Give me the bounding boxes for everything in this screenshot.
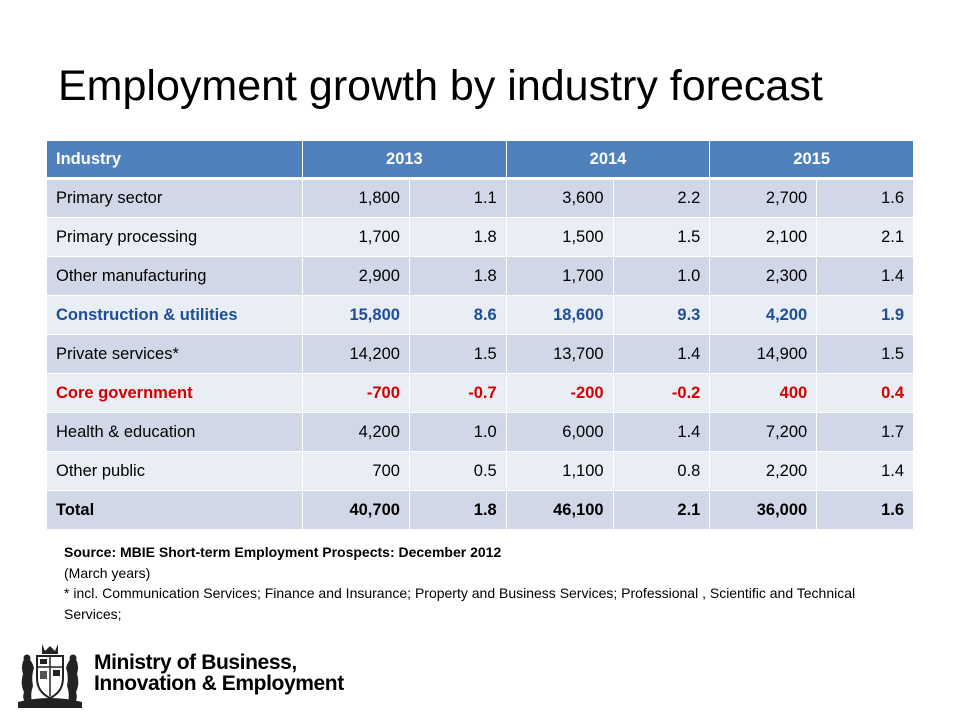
pct-2015-cell: 2.1 xyxy=(816,217,914,257)
pct-2014-cell: 1.4 xyxy=(612,412,711,452)
count-2014-cell: 46,100 xyxy=(505,490,614,530)
header-2014: 2014 xyxy=(505,140,711,180)
table-row: Other manufacturing 2,900 1.8 1,700 1.0 … xyxy=(45,256,914,296)
pct-2015-cell: 1.9 xyxy=(816,295,914,335)
pct-2015-cell: 1.4 xyxy=(816,451,914,491)
industry-cell: Private services* xyxy=(45,334,304,374)
count-2015-cell: 2,200 xyxy=(709,451,818,491)
table-row-highlighted: Core government -700 -0.7 -200 -0.2 400 … xyxy=(45,373,914,413)
count-2013-cell: 1,800 xyxy=(302,178,410,218)
count-2013-cell: 2,900 xyxy=(302,256,410,296)
industry-cell: Health & education xyxy=(45,412,304,452)
industry-cell: Other public xyxy=(45,451,304,491)
footnote: * incl. Communication Services; Finance … xyxy=(64,585,856,622)
pct-2014-cell: 1.4 xyxy=(612,334,711,374)
industry-cell: Construction & utilities xyxy=(45,295,304,335)
header-2015: 2015 xyxy=(709,140,914,180)
count-2013-cell: 1,700 xyxy=(302,217,410,257)
mbie-logo: Ministry of Business, Innovation & Emplo… xyxy=(12,640,352,710)
count-2015-cell: 2,700 xyxy=(709,178,818,218)
industry-cell: Primary sector xyxy=(45,178,304,218)
header-2013: 2013 xyxy=(302,140,507,180)
slide-title: Employment growth by industry forecast xyxy=(58,62,823,110)
pct-2014-cell: 1.0 xyxy=(612,256,711,296)
count-2013-cell: 15,800 xyxy=(302,295,410,335)
count-2014-cell: 13,700 xyxy=(505,334,614,374)
industry-cell: Total xyxy=(45,490,304,530)
table-row: Primary sector 1,800 1.1 3,600 2.2 2,700… xyxy=(45,178,914,218)
industry-cell: Other manufacturing xyxy=(45,256,304,296)
table-row: Private services* 14,200 1.5 13,700 1.4 … xyxy=(45,334,914,374)
ministry-name-line2: Innovation & Employment xyxy=(94,672,344,695)
table-total-row: Total 40,700 1.8 46,100 2.1 36,000 1.6 xyxy=(45,490,914,530)
pct-2013-cell: 8.6 xyxy=(408,295,507,335)
pct-2015-cell: 1.7 xyxy=(816,412,914,452)
pct-2015-cell: 1.6 xyxy=(816,178,914,218)
pct-2014-cell: -0.2 xyxy=(612,373,711,413)
pct-2013-cell: -0.7 xyxy=(408,373,507,413)
industry-cell: Primary processing xyxy=(45,217,304,257)
count-2015-cell: 400 xyxy=(709,373,818,413)
count-2013-cell: 14,200 xyxy=(302,334,410,374)
table-row-highlighted: Construction & utilities 15,800 8.6 18,6… xyxy=(45,295,914,335)
count-2015-cell: 14,900 xyxy=(709,334,818,374)
count-2014-cell: -200 xyxy=(505,373,614,413)
source-note: Source: MBIE Short-term Employment Prosp… xyxy=(64,544,502,560)
table-row: Other public 700 0.5 1,100 0.8 2,200 1.4 xyxy=(45,451,914,491)
ministry-name-line1: Ministry of Business, xyxy=(94,651,297,674)
table-header-row: Industry 2013 2014 2015 xyxy=(45,140,914,180)
pct-2013-cell: 1.8 xyxy=(408,490,507,530)
count-2014-cell: 1,700 xyxy=(505,256,614,296)
pct-2013-cell: 0.5 xyxy=(408,451,507,491)
count-2015-cell: 2,100 xyxy=(709,217,818,257)
count-2014-cell: 1,100 xyxy=(505,451,614,491)
table-row: Health & education 4,200 1.0 6,000 1.4 7… xyxy=(45,412,914,452)
table-row: Primary processing 1,700 1.8 1,500 1.5 2… xyxy=(45,217,914,257)
count-2014-cell: 6,000 xyxy=(505,412,614,452)
pct-2013-cell: 1.8 xyxy=(408,217,507,257)
count-2014-cell: 18,600 xyxy=(505,295,614,335)
count-2014-cell: 1,500 xyxy=(505,217,614,257)
count-2013-cell: 40,700 xyxy=(302,490,410,530)
pct-2014-cell: 2.2 xyxy=(612,178,711,218)
count-2015-cell: 2,300 xyxy=(709,256,818,296)
pct-2013-cell: 1.5 xyxy=(408,334,507,374)
header-industry: Industry xyxy=(45,140,304,180)
pct-2013-cell: 1.0 xyxy=(408,412,507,452)
pct-2015-cell: 0.4 xyxy=(816,373,914,413)
pct-2013-cell: 1.1 xyxy=(408,178,507,218)
pct-2014-cell: 0.8 xyxy=(612,451,711,491)
nz-coat-of-arms-icon xyxy=(18,644,82,708)
pct-2014-cell: 9.3 xyxy=(612,295,711,335)
table-notes: Source: MBIE Short-term Employment Prosp… xyxy=(64,542,864,624)
ministry-name: Ministry of Business, Innovation & Emplo… xyxy=(94,652,344,694)
count-2013-cell: 4,200 xyxy=(302,412,410,452)
pct-2015-cell: 1.4 xyxy=(816,256,914,296)
pct-2015-cell: 1.5 xyxy=(816,334,914,374)
count-2015-cell: 7,200 xyxy=(709,412,818,452)
pct-2014-cell: 1.5 xyxy=(612,217,711,257)
pct-2015-cell: 1.6 xyxy=(816,490,914,530)
industry-cell: Core government xyxy=(45,373,304,413)
period-note: (March years) xyxy=(64,564,151,581)
count-2014-cell: 3,600 xyxy=(505,178,614,218)
pct-2013-cell: 1.8 xyxy=(408,256,507,296)
count-2015-cell: 4,200 xyxy=(709,295,818,335)
employment-table: Industry 2013 2014 2015 Primary sector 1… xyxy=(45,140,914,530)
count-2013-cell: 700 xyxy=(302,451,410,491)
count-2015-cell: 36,000 xyxy=(709,490,818,530)
count-2013-cell: -700 xyxy=(302,373,410,413)
pct-2014-cell: 2.1 xyxy=(612,490,711,530)
